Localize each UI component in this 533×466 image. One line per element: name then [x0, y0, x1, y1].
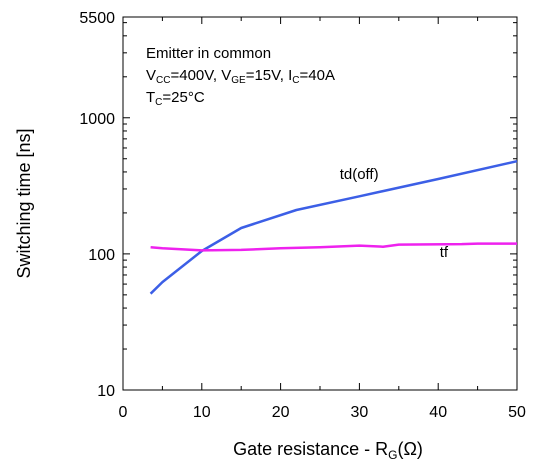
series-layer — [149, 159, 518, 295]
y-tick-label: 1000 — [79, 111, 115, 128]
x-tick-label: 30 — [351, 404, 369, 421]
series-label-td-off: td(off) — [340, 166, 379, 183]
annotation-background — [139, 40, 384, 108]
labels-layer: td(off) tf — [340, 166, 449, 261]
series-line-td-off- — [149, 159, 518, 295]
x-tick-label: 10 — [193, 404, 211, 421]
annotation-line-1: Emitter in common — [146, 45, 271, 62]
y-axis-label: Switching time [ns] — [14, 128, 34, 278]
x-tick-label: 40 — [429, 404, 447, 421]
y-tick-label: 10 — [97, 383, 115, 400]
x-tick-label: 0 — [119, 404, 128, 421]
annotation-box: Emitter in common VCC​=400V, VGE​=15V, IC… — [139, 40, 384, 108]
x-tick-label: 20 — [272, 404, 290, 421]
y-tick-label: 5500 — [79, 10, 115, 27]
annotation-line-2: VCC​=400V, VGE​=15V, IC​=40A — [146, 67, 335, 86]
x-axis-label: Gate resistance - RG(Ω) — [233, 439, 423, 462]
annotation-line-3: TC​=25°C — [146, 89, 205, 108]
series-label-tf: tf — [440, 244, 449, 261]
series-line-tf — [150, 242, 517, 252]
y-tick-label: 100 — [88, 247, 115, 264]
x-tick-label: 50 — [508, 404, 526, 421]
